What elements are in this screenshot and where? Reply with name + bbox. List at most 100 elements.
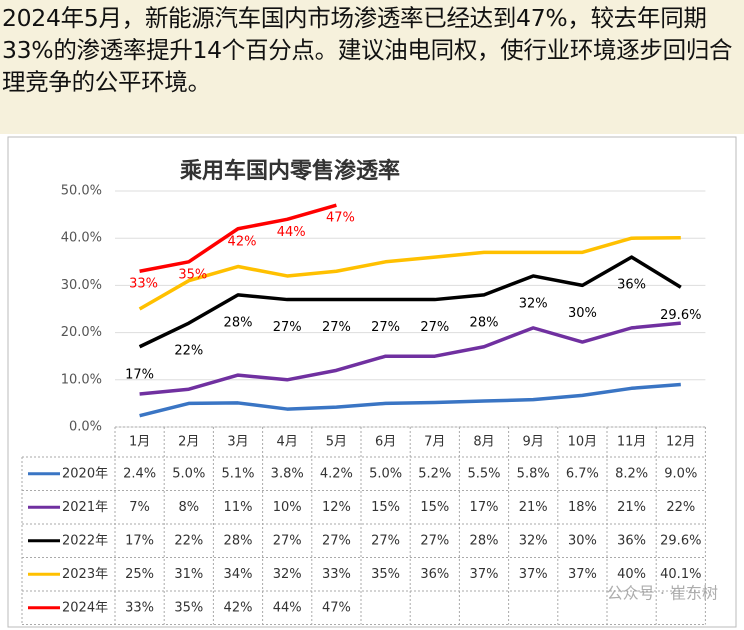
table-cell: 10% [273,500,302,515]
table-cell: 32% [273,567,302,582]
data-label: 44% [277,225,306,240]
x-tick-label: 3月 [227,435,248,450]
data-label: 17% [125,367,154,382]
table-cell: 8.2% [615,466,648,481]
table-cell: 2.4% [123,466,156,481]
table-cell: 44% [273,600,302,615]
series-line [139,203,337,273]
table-cell: 27% [273,533,302,548]
table-cell: 5.5% [467,466,500,481]
y-tick-label: 20.0% [61,325,102,340]
table-cell: 5.0% [369,466,402,481]
table-cell: 28% [470,533,499,548]
y-tick-label: 10.0% [61,372,102,387]
x-tick-label: 11月 [617,435,647,450]
table-cell: 11% [224,500,253,515]
table-cell: 22% [666,500,695,515]
data-label: 47% [326,211,355,226]
data-label: 32% [519,296,548,311]
data-label: 35% [178,267,207,282]
table-cell: 22% [174,533,203,548]
legend-label: 2022年 [62,533,108,548]
table-cell: 9.0% [664,466,697,481]
table-cell: 33% [125,600,154,615]
x-tick-label: 5月 [326,435,347,450]
table-cell: 18% [568,500,597,515]
table-cell: 5.8% [517,466,550,481]
data-label: 27% [420,320,449,335]
table-cell: 35% [174,600,203,615]
table-cell: 40.1% [660,567,701,582]
table-cell: 21% [617,500,646,515]
table-cell: 7% [129,500,150,515]
data-label: 27% [371,320,400,335]
table-cell: 47% [322,600,351,615]
table-cell: 17% [470,500,499,515]
x-tick-label: 10月 [568,435,598,450]
y-tick-label: 30.0% [61,278,102,293]
x-tick-label: 7月 [424,435,445,450]
table-cell: 12% [322,500,351,515]
data-label: 22% [174,344,203,359]
table-cell: 17% [125,533,154,548]
series-line [138,235,681,311]
table-cell: 34% [224,567,253,582]
table-cell: 40% [617,567,646,582]
table-cell: 5.2% [418,466,451,481]
table-cell: 4.2% [320,466,353,481]
x-tick-label: 1月 [129,435,150,450]
table-cell: 31% [174,567,203,582]
data-label: 27% [273,320,302,335]
table-cell: 37% [519,567,548,582]
table-cell: 15% [420,500,449,515]
table-cell: 25% [125,567,154,582]
table-cell: 37% [470,567,499,582]
table-cell: 33% [322,567,351,582]
table-cell: 36% [420,567,449,582]
table-cell: 6.7% [566,466,599,481]
data-label: 42% [228,234,257,249]
table-cell: 21% [519,500,548,515]
data-label: 27% [322,320,351,335]
x-tick-label: 12月 [666,435,696,450]
table-cell: 37% [568,567,597,582]
table-cell: 5.1% [221,466,254,481]
legend-label: 2024年 [62,600,108,615]
y-tick-label: 40.0% [61,231,102,246]
data-label: 36% [617,278,646,293]
y-tick-label: 0.0% [69,420,102,435]
series-line [139,382,681,418]
data-label: 30% [568,306,597,321]
legend-label: 2023年 [62,567,108,582]
legend-label: 2020年 [62,466,108,481]
x-tick-label: 2月 [178,435,199,450]
x-tick-label: 8月 [473,435,494,450]
data-label: 29.6% [660,308,701,323]
table-cell: 32% [519,533,548,548]
series-line [138,255,682,349]
table-cell: 29.6% [660,533,701,548]
table-cell: 30% [568,533,597,548]
x-tick-label: 9月 [523,435,544,450]
legend-label: 2021年 [62,500,108,515]
table-cell: 36% [617,533,646,548]
table-cell: 42% [224,600,253,615]
x-tick-label: 4月 [277,435,298,450]
x-tick-label: 6月 [375,435,396,450]
table-cell: 3.8% [271,466,304,481]
table-cell: 8% [178,500,199,515]
table-cell: 15% [371,500,400,515]
table-cell: 5.0% [172,466,205,481]
data-label: 28% [470,315,499,330]
table-cell: 27% [322,533,351,548]
series-line [139,321,681,396]
frame [7,136,737,628]
y-tick-label: 50.0% [61,184,102,199]
chart-title: 乘用车国内零售渗透率 [179,158,400,184]
data-label: 28% [224,315,253,330]
intro-text: 2024年5月，新能源汽车国内市场渗透率已经达到47%，较去年同期33%的渗透率… [0,0,744,134]
table-cell: 27% [420,533,449,548]
data-label: 33% [129,277,158,292]
